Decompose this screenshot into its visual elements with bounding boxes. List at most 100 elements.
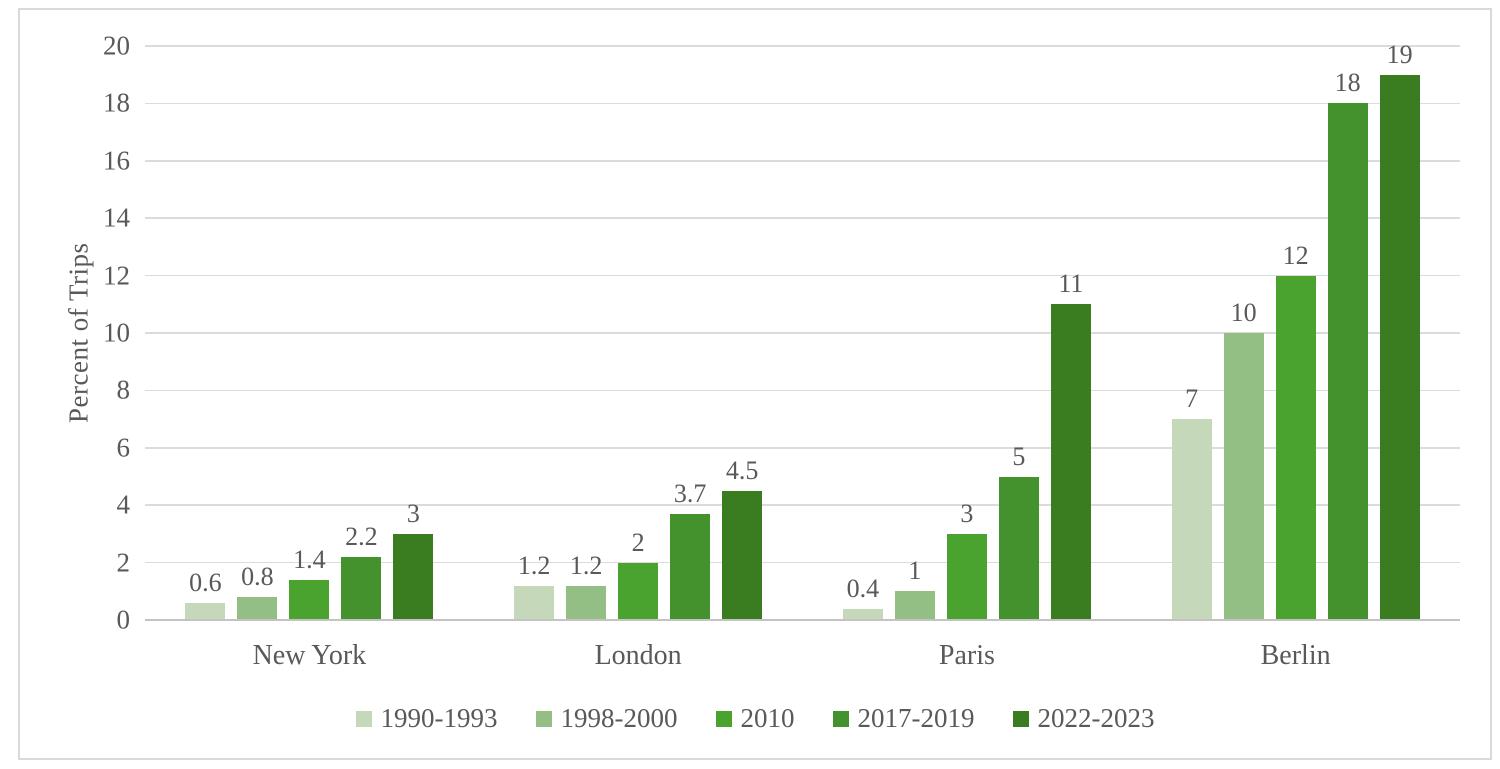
y-tick-label-8: 8 — [116, 374, 131, 405]
bar-new-york-1998-2000 — [237, 597, 278, 620]
legend-item-2022-2023: 2022-2023 — [1012, 702, 1155, 733]
gridline-y-16 — [145, 160, 1460, 162]
y-tick-label-18: 18 — [103, 87, 130, 118]
legend-marker-icon — [355, 711, 372, 727]
y-tick-label-10: 10 — [103, 317, 130, 348]
gridline-y-14 — [145, 217, 1460, 219]
gridline-y-18 — [145, 102, 1460, 105]
bar-slot-new-york-1998-2000: 0.8 — [237, 564, 278, 620]
y-tick-label-20: 20 — [103, 30, 130, 61]
bar-slot-paris-2022-2023: 11 — [1050, 269, 1091, 620]
gridline-y-6 — [145, 447, 1460, 449]
legend-label: 2017-2019 — [857, 702, 975, 733]
x-axis-label-new-york: New York — [252, 640, 367, 671]
bar-value-label: 2 — [631, 527, 645, 557]
bar-london-2017-2019 — [670, 513, 711, 620]
legend: 1990-1993 1998-2000 2010 2017-2019 2022-2023 — [20, 700, 1490, 736]
bar-groups: 0.6 0.8 1.4 2.2 3 1.2 1.2 2 3.7 4.5 0.4 1 3 5 11 7 10 12 1… — [145, 41, 1460, 620]
y-tick-label-0: 0 — [116, 604, 131, 635]
bar-london-1998-2000 — [566, 585, 607, 620]
bar-value-label: 12 — [1282, 240, 1309, 270]
bar-new-york-1990-1993 — [185, 602, 226, 620]
bar-slot-london-2010: 2 — [618, 527, 659, 620]
bar-paris-2022-2023 — [1050, 304, 1091, 620]
y-tick-label-14: 14 — [103, 202, 130, 233]
bar-paris-1998-2000 — [894, 591, 935, 620]
bar-new-york-2017-2019 — [341, 556, 382, 620]
x-axis-label-berlin: Berlin — [1260, 640, 1331, 671]
y-axis-tick-labels: 0 2 4 6 8 10 12 14 16 18 20 — [30, 32, 131, 633]
bar-value-label: 5 — [1012, 441, 1026, 471]
bar-value-label: 3.7 — [673, 478, 707, 508]
bar-value-label: 2.2 — [345, 521, 378, 551]
bar-paris-2017-2019 — [998, 476, 1039, 620]
legend-label: 2022-2023 — [1037, 702, 1155, 733]
bar-slot-berlin-2010: 12 — [1275, 240, 1316, 620]
gridline-y-10 — [145, 332, 1460, 334]
bar-berlin-2022-2023 — [1379, 74, 1420, 620]
bar-slot-new-york-1990-1993: 0.6 — [185, 567, 226, 620]
bar-group-new-york: 0.6 0.8 1.4 2.2 3 — [145, 46, 474, 620]
x-axis-labels: New York London Paris Berlin — [145, 638, 1460, 674]
bar-paris-1990-1993 — [842, 608, 883, 620]
bar-value-label: 11 — [1058, 269, 1084, 299]
bar-value-label: 3 — [960, 498, 974, 528]
legend-marker-icon — [1012, 711, 1029, 727]
y-tick-label-6: 6 — [116, 432, 131, 463]
bar-new-york-2022-2023 — [393, 533, 434, 620]
bar-london-2010 — [618, 562, 659, 620]
y-tick-label-4: 4 — [116, 489, 131, 520]
bar-paris-2010 — [946, 533, 987, 620]
bar-london-1990-1993 — [514, 585, 555, 620]
bar-berlin-1998-2000 — [1223, 333, 1264, 620]
bar-slot-berlin-1990-1993: 7 — [1171, 384, 1212, 620]
bar-slot-berlin-1998-2000: 10 — [1223, 298, 1264, 620]
y-tick-label-2: 2 — [116, 547, 131, 578]
legend-label: 1998-2000 — [560, 702, 678, 733]
bar-berlin-2010 — [1275, 275, 1316, 620]
chart-frame: Percent of Trips 0 2 4 6 8 10 12 14 16 18 20 0.6 0.… — [18, 8, 1492, 760]
gridline-y-8 — [145, 389, 1460, 392]
bar-slot-paris-2017-2019: 5 — [998, 441, 1039, 620]
bar-value-label: 1.4 — [293, 544, 326, 574]
gridline-y-20 — [145, 45, 1460, 47]
bar-value-label: 0.6 — [189, 567, 222, 597]
plot-area: 0.6 0.8 1.4 2.2 3 1.2 1.2 2 3.7 4.5 0.4 1 3 5 11 7 10 12 1… — [145, 41, 1460, 621]
x-axis-label-paris: Paris — [938, 640, 995, 671]
bar-value-label: 4.5 — [725, 455, 759, 485]
y-tick-label-12: 12 — [103, 260, 130, 291]
y-tick-label-16: 16 — [103, 145, 130, 176]
bar-value-label: 7 — [1185, 384, 1199, 414]
legend-item-1998-2000: 1998-2000 — [535, 702, 678, 733]
bar-slot-berlin-2022-2023: 19 — [1379, 41, 1420, 620]
bar-slot-paris-1990-1993: 0.4 — [842, 573, 883, 620]
gridline-y-2 — [145, 561, 1460, 564]
bar-group-paris: 0.4 1 3 5 11 — [803, 46, 1132, 620]
bar-slot-london-1998-2000: 1.2 — [566, 550, 607, 620]
bar-value-label: 1 — [908, 556, 922, 586]
legend-item-1990-1993: 1990-1993 — [355, 702, 498, 733]
bar-group-berlin: 7 10 12 18 19 — [1131, 41, 1460, 620]
legend-marker-icon — [535, 711, 552, 727]
x-axis-label-london: London — [594, 640, 682, 671]
bar-group-london: 1.2 1.2 2 3.7 4.5 — [474, 46, 803, 620]
legend-marker-icon — [715, 711, 732, 727]
bar-new-york-2010 — [289, 579, 330, 620]
bar-berlin-1990-1993 — [1171, 419, 1212, 620]
legend-item-2010: 2010 — [715, 704, 795, 732]
legend-label: 1990-1993 — [380, 702, 498, 733]
x-axis-line — [145, 619, 1460, 621]
gridline-y-4 — [145, 504, 1460, 506]
bar-slot-new-york-2010: 1.4 — [289, 544, 330, 620]
bar-london-2022-2023 — [722, 490, 763, 620]
bar-value-label: 10 — [1230, 298, 1257, 327]
legend-item-2017-2019: 2017-2019 — [832, 702, 975, 733]
bar-value-label: 1.2 — [517, 550, 551, 580]
bar-slot-paris-1998-2000: 1 — [894, 556, 935, 620]
bar-value-label: 0.4 — [846, 573, 880, 603]
bar-value-label: 18 — [1334, 68, 1361, 98]
bar-value-label: 1.2 — [569, 550, 603, 580]
bar-berlin-2017-2019 — [1327, 103, 1368, 620]
bar-slot-london-2017-2019: 3.7 — [670, 478, 711, 620]
bar-value-label: 3 — [406, 498, 420, 528]
